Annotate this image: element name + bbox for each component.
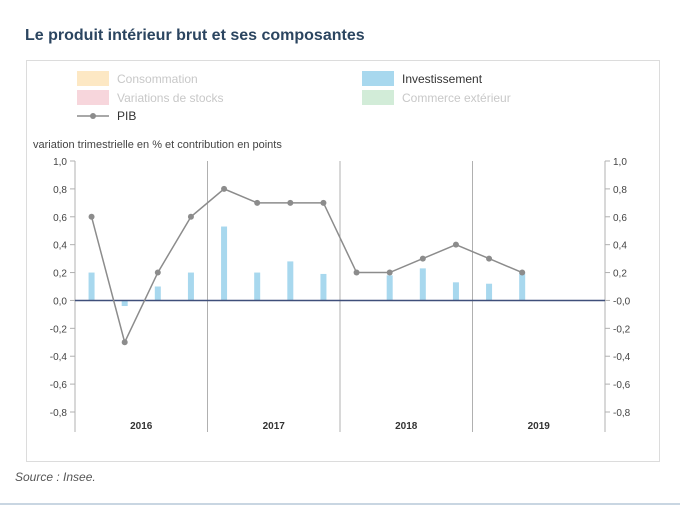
y-tick-label: -0,2 — [50, 324, 68, 335]
pib-point — [386, 269, 393, 276]
year-label: 2018 — [395, 421, 418, 432]
investissement-bar — [452, 282, 459, 301]
pib-point — [187, 213, 194, 220]
pib-point — [88, 213, 95, 220]
pib-point — [254, 199, 261, 206]
y-tick-label: 0,6 — [53, 213, 67, 224]
y-tick-label: 0,0 — [53, 296, 67, 307]
legend-swatch-commerce-exterieur — [362, 90, 394, 105]
investissement-bar — [254, 272, 261, 301]
legend-label: Variations de stocks — [117, 90, 224, 105]
legend-item-consommation[interactable]: Consommation — [77, 71, 198, 86]
legend-item-variations-de-stocks[interactable]: Variations de stocks — [77, 90, 224, 105]
y-tick-label: -0,4 — [50, 352, 68, 363]
chart-plot: variation trimestrielle en % et contribu… — [33, 139, 631, 432]
y-tick-label-right: -0,2 — [613, 324, 631, 335]
investissement-bar — [320, 273, 327, 301]
legend-label: Consommation — [117, 71, 198, 86]
y-tick-label-right: 1,0 — [613, 157, 627, 168]
investissement-bar — [419, 268, 426, 301]
legend-swatch-investissement — [362, 71, 394, 86]
y-tick-label-right: -0,4 — [613, 352, 631, 363]
investissement-bar — [519, 272, 526, 301]
y-tick-label-right: 0,2 — [613, 269, 627, 280]
investissement-bar — [386, 275, 393, 301]
pib-point — [519, 269, 526, 276]
pib-point — [419, 255, 426, 262]
investissement-bar — [154, 286, 161, 301]
legend-item-pib[interactable]: PIB — [77, 109, 136, 123]
legend: Consommation Investissement Variations d… — [27, 61, 659, 131]
investissement-bar — [486, 283, 493, 301]
legend-label: PIB — [117, 109, 137, 123]
pib-point — [221, 185, 228, 192]
legend-label: Investissement — [402, 71, 483, 86]
y-tick-label-right: -0,6 — [613, 380, 631, 391]
y-tick-label: -0,8 — [50, 408, 68, 419]
y-tick-label: 0,8 — [53, 185, 67, 196]
investissement-bar — [88, 272, 95, 301]
pib-point — [287, 199, 294, 206]
legend-item-investissement[interactable]: Investissement — [362, 71, 482, 86]
investissement-bar — [287, 261, 294, 301]
pib-point — [121, 339, 128, 346]
y-tick-label: 0,4 — [53, 241, 67, 252]
investissement-bar — [221, 226, 228, 301]
y-tick-label-right: 0,8 — [613, 185, 627, 196]
chart-title: Le produit intérieur brut et ses composa… — [25, 27, 365, 44]
pib-point — [154, 269, 161, 276]
y-axis-label: variation trimestrielle en % et contribu… — [33, 139, 282, 151]
pib-point — [353, 269, 360, 276]
y-tick-label: 0,2 — [53, 269, 67, 280]
legend-swatch-consommation — [77, 71, 109, 86]
source-note: Source : Insee. — [15, 470, 96, 484]
legend-line-pib-icon — [77, 113, 109, 119]
legend-label: Commerce extérieur — [402, 90, 511, 105]
pib-point — [486, 255, 493, 262]
year-label: 2016 — [130, 421, 153, 432]
y-tick-label-right: 0,6 — [613, 213, 627, 224]
chart-panel: Consommation Investissement Variations d… — [26, 60, 660, 462]
year-label: 2019 — [528, 421, 551, 432]
legend-item-commerce-exterieur[interactable]: Commerce extérieur — [362, 90, 511, 105]
pib-point — [320, 199, 327, 206]
y-tick-label-right: -0,0 — [613, 296, 631, 307]
pib-line — [90, 188, 523, 345]
y-tick-label: 1,0 — [53, 157, 67, 168]
pib-point — [452, 241, 459, 248]
year-label: 2017 — [263, 421, 286, 432]
y-tick-label-right: 0,4 — [613, 241, 627, 252]
y-tick-label-right: -0,8 — [613, 408, 631, 419]
y-tick-label: -0,6 — [50, 380, 68, 391]
bottom-divider — [0, 503, 680, 505]
legend-swatch-variations-de-stocks — [77, 90, 109, 105]
investissement-bar — [121, 300, 128, 307]
investissement-bar — [187, 272, 194, 301]
